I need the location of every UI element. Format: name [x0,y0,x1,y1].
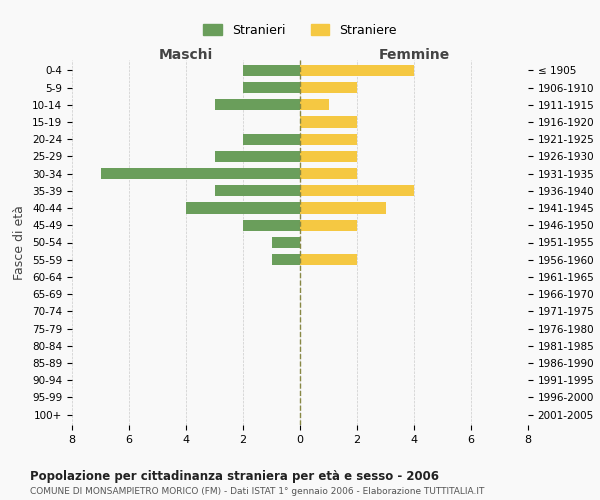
Bar [300,134,357,145]
Bar [215,151,300,162]
Legend: Stranieri, Straniere: Stranieri, Straniere [198,19,402,42]
Bar [300,254,357,266]
Y-axis label: Fasce di età: Fasce di età [13,205,26,280]
Bar [243,82,300,93]
Y-axis label: Anni di nascita: Anni di nascita [598,196,600,289]
Bar [300,64,414,76]
Bar [271,237,300,248]
Bar [243,220,300,231]
Bar [243,134,300,145]
Bar [300,186,414,196]
Text: Maschi: Maschi [159,48,213,62]
Bar [243,64,300,76]
Bar [271,254,300,266]
Bar [300,82,357,93]
Text: COMUNE DI MONSAMPIETRO MORICO (FM) - Dati ISTAT 1° gennaio 2006 - Elaborazione T: COMUNE DI MONSAMPIETRO MORICO (FM) - Dat… [30,488,484,496]
Bar [300,99,329,110]
Text: Femmine: Femmine [379,48,449,62]
Bar [300,151,357,162]
Bar [186,202,300,213]
Bar [300,116,357,128]
Bar [215,99,300,110]
Bar [215,186,300,196]
Bar [101,168,300,179]
Bar [300,168,357,179]
Bar [300,220,357,231]
Bar [300,202,386,213]
Text: Popolazione per cittadinanza straniera per età e sesso - 2006: Popolazione per cittadinanza straniera p… [30,470,439,483]
